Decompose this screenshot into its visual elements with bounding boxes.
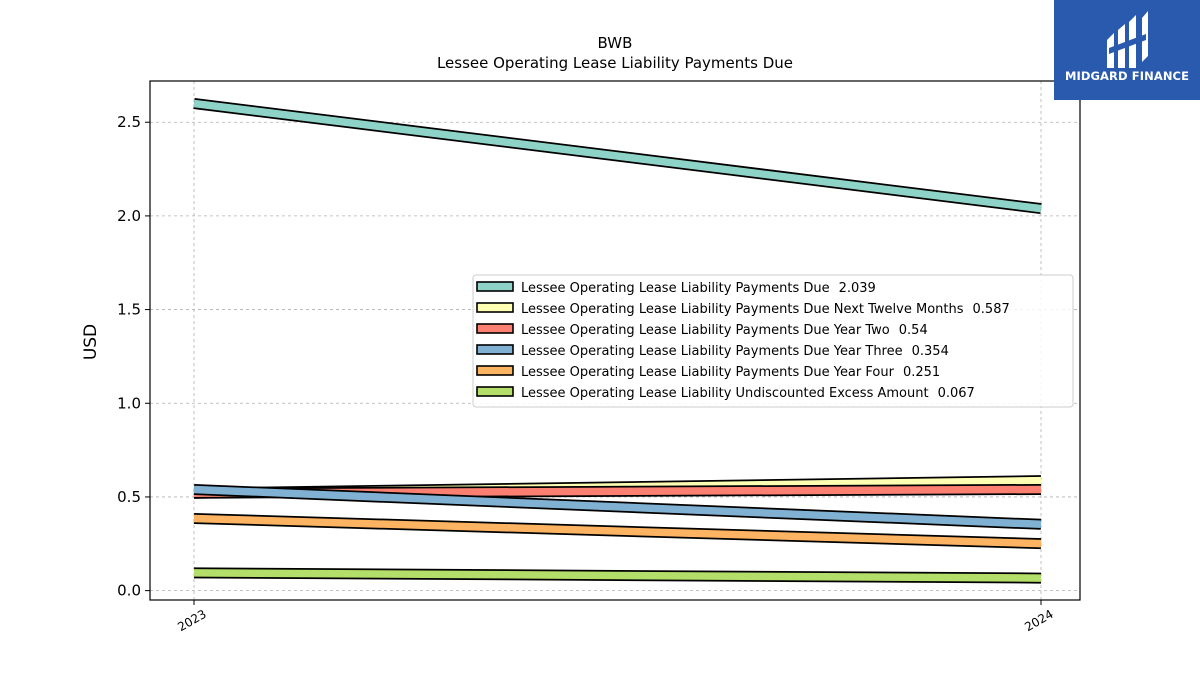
legend-label: Lessee Operating Lease Liability Undisco… xyxy=(521,386,929,401)
brand-name: MIDGARD FINANCE xyxy=(1064,69,1190,83)
series-line xyxy=(193,99,1042,213)
legend-swatch xyxy=(476,323,514,334)
chart-subtitle: Lessee Operating Lease Liability Payment… xyxy=(437,54,793,72)
legend-label: Lessee Operating Lease Liability Payment… xyxy=(521,344,903,359)
legend-label: Lessee Operating Lease Liability Payment… xyxy=(521,281,830,296)
legend-label: Lessee Operating Lease Liability Payment… xyxy=(521,365,895,380)
midgard-logo-icon xyxy=(1107,11,1148,68)
x-tick-label: 2024 xyxy=(1022,607,1055,634)
y-tick-label: 1.0 xyxy=(117,394,141,412)
legend-value: 0.067 xyxy=(938,386,975,401)
legend-label: Lessee Operating Lease Liability Payment… xyxy=(521,323,890,338)
legend-swatch xyxy=(476,281,514,292)
axis-ticks: 0.0 0.5 1.0 1.5 2.0 2.5 2023 2024 xyxy=(117,113,1056,634)
y-tick-label: 2.0 xyxy=(117,207,141,225)
y-tick-label: 0.0 xyxy=(117,582,141,600)
brand-logo: MIDGARD FINANCE xyxy=(1054,0,1200,100)
series-line xyxy=(193,569,1042,582)
legend-value: 0.251 xyxy=(903,365,940,380)
legend-label: Lessee Operating Lease Liability Payment… xyxy=(521,302,964,317)
x-tick-label: 2023 xyxy=(175,607,208,634)
chart-title: BWB xyxy=(598,34,633,52)
legend-swatch xyxy=(476,344,514,355)
series-line xyxy=(193,514,1042,548)
series-line xyxy=(193,485,1042,529)
legend-swatch xyxy=(476,386,514,397)
y-axis-label: USD xyxy=(81,324,101,360)
legend-box xyxy=(472,274,1074,408)
legend-swatch xyxy=(476,365,514,376)
legend-value: 0.54 xyxy=(899,323,928,338)
plot-frame xyxy=(149,80,1081,601)
legend-value: 0.354 xyxy=(912,344,949,359)
y-tick-label: 2.5 xyxy=(117,113,141,131)
series-lines xyxy=(193,98,1042,584)
legend-swatch xyxy=(476,302,514,313)
legend-value: 0.587 xyxy=(973,302,1010,317)
legend: Lessee Operating Lease Liability Payment… xyxy=(472,274,1074,408)
y-tick-label: 1.5 xyxy=(117,301,141,319)
y-tick-label: 0.5 xyxy=(117,488,141,506)
legend-value: 2.039 xyxy=(839,281,876,296)
